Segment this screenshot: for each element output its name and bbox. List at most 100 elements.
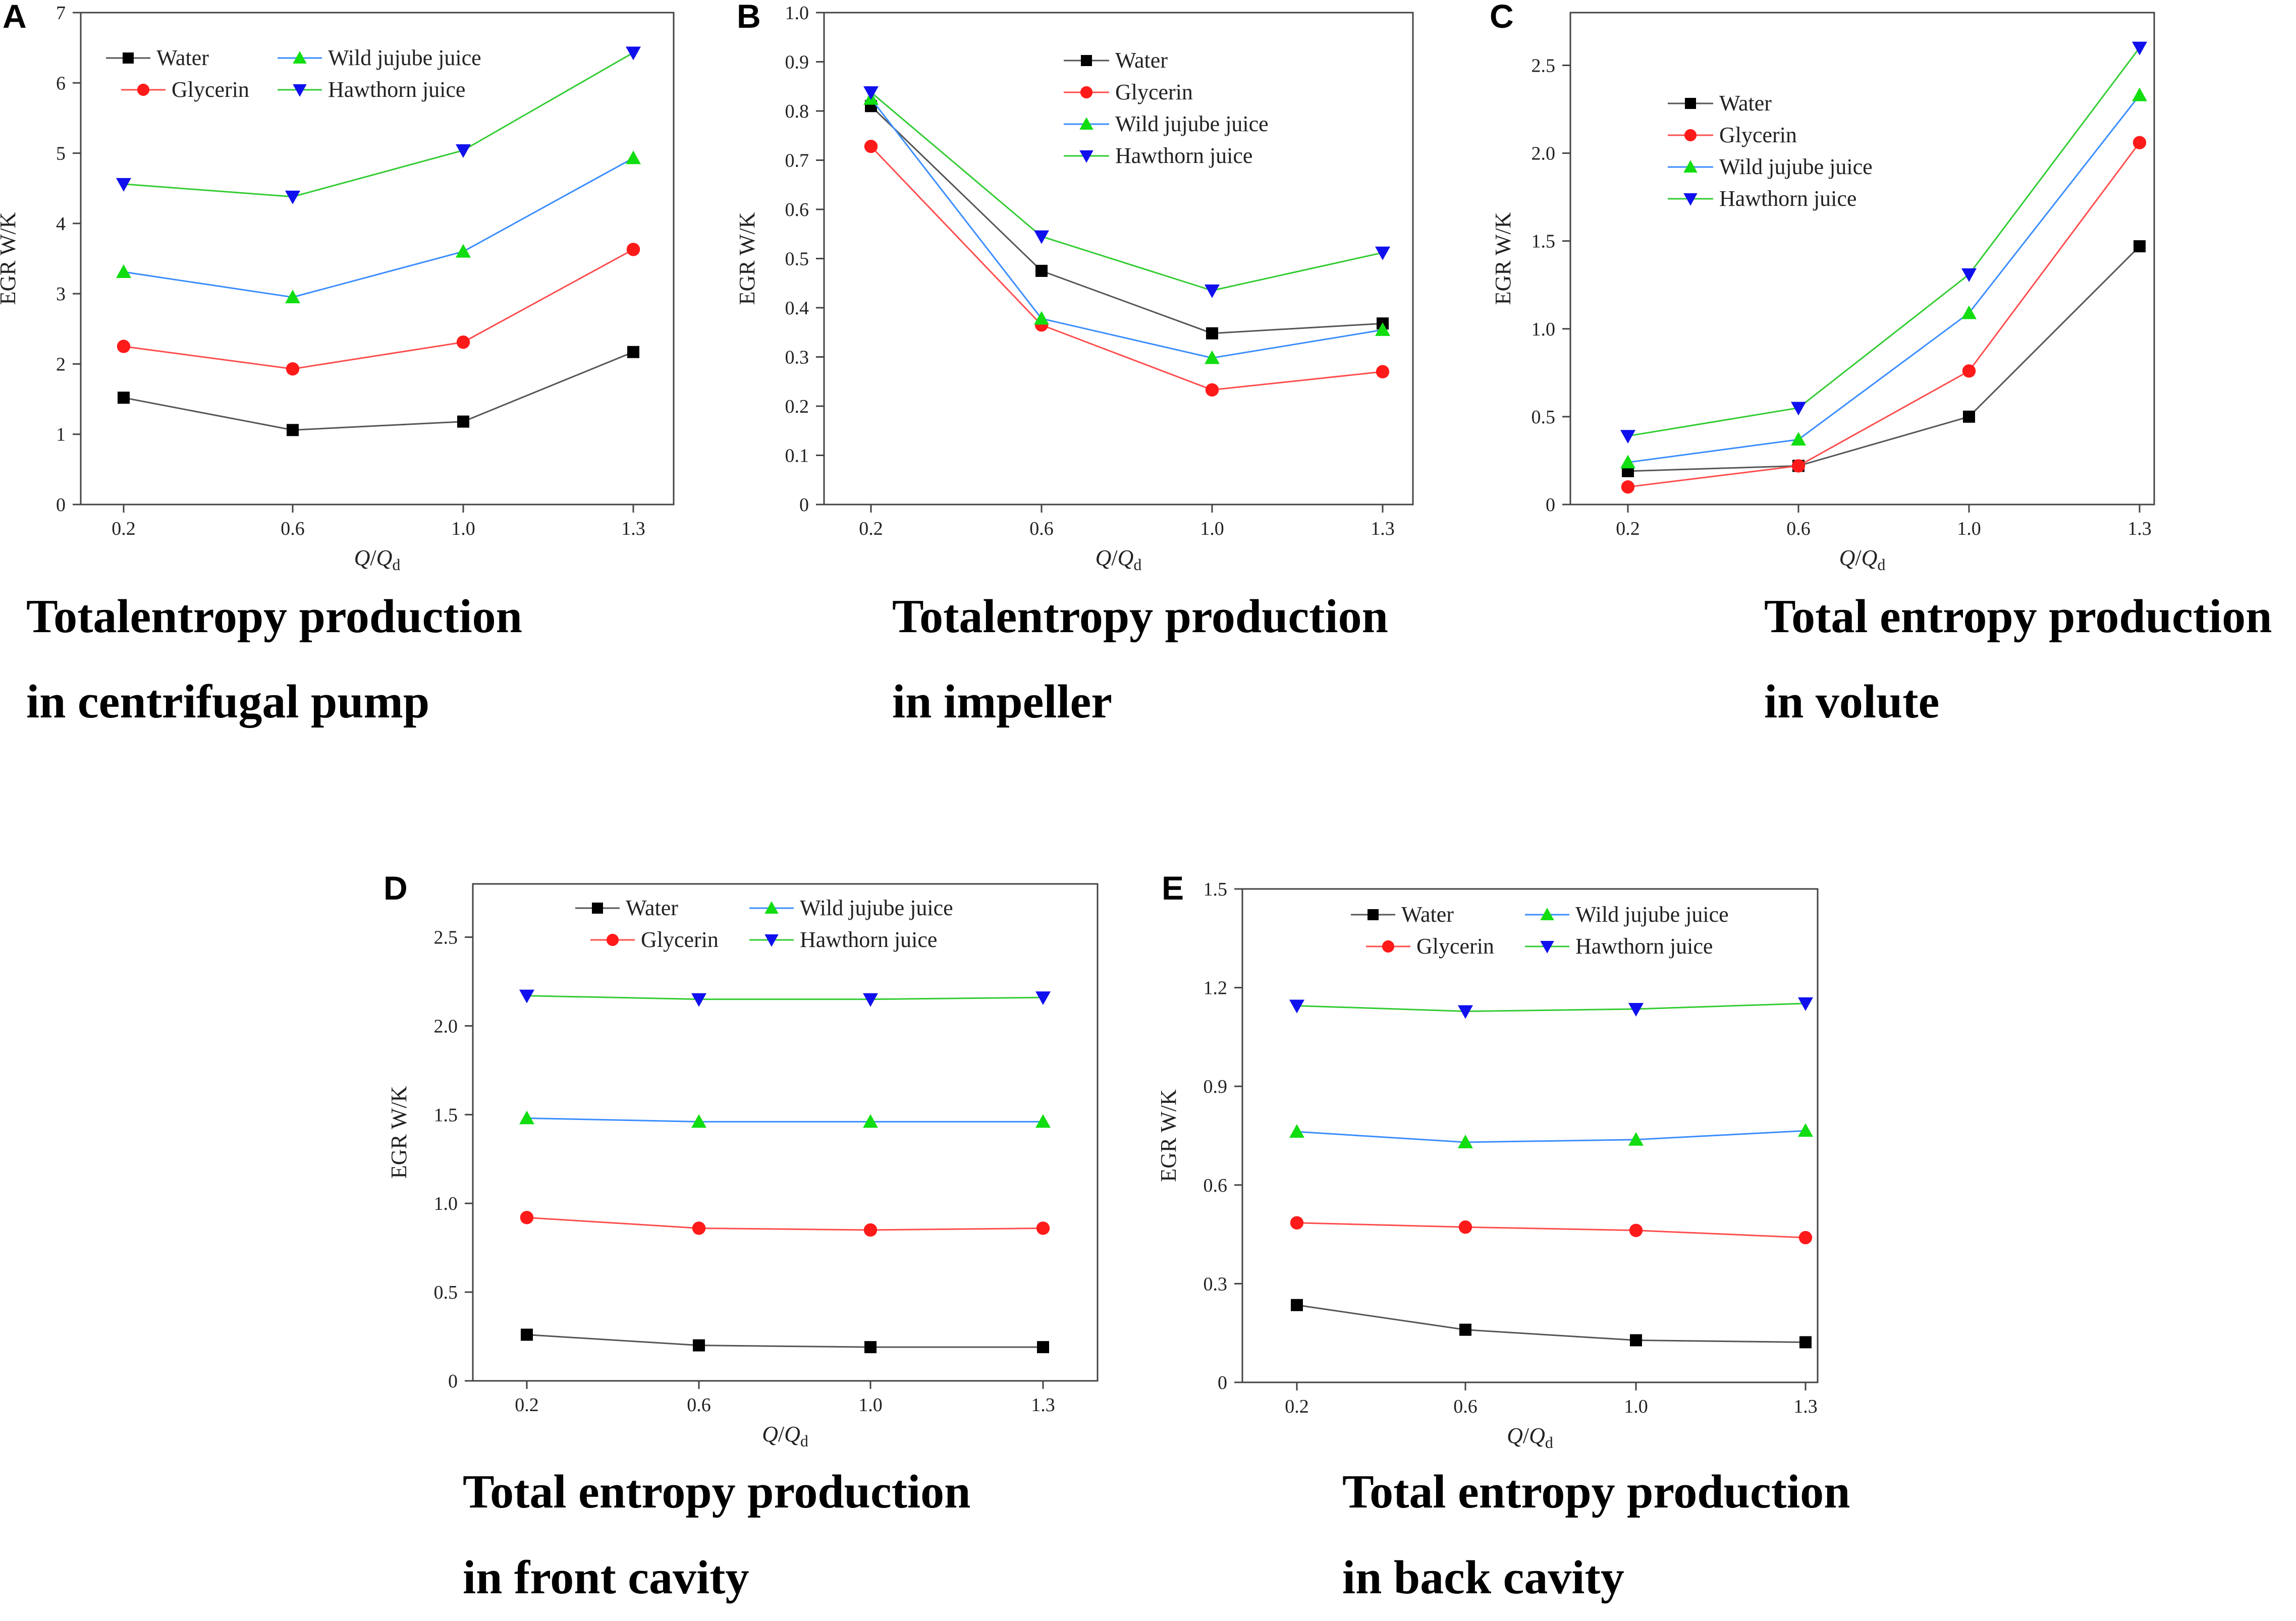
caption-line: in front cavity [463, 1551, 749, 1604]
data-point-wild-jujube-juice [116, 264, 131, 278]
y-tick-label: 1.0 [434, 1193, 458, 1214]
caption-line: in centrifugal pump [26, 676, 429, 728]
data-point-glycerin [1791, 459, 1806, 473]
data-point-glycerin [1290, 1216, 1304, 1229]
series-line-wild-jujube-juice [1296, 1130, 1806, 1143]
legend-marker [1079, 117, 1094, 130]
data-point-hawthorn-juice [116, 178, 131, 192]
legend-marker [1684, 129, 1697, 142]
legend-marker [293, 51, 307, 64]
legend-label: Wild jujube juice [1115, 111, 1269, 136]
data-point-hawthorn-juice [1961, 268, 1977, 282]
x-axis-label: Q/Qd [1096, 545, 1142, 574]
x-tick-label: 0.2 [859, 518, 883, 539]
y-tick-label: 0 [448, 1371, 458, 1392]
data-point-glycerin [286, 362, 300, 376]
y-tick-label: 5 [56, 143, 66, 164]
legend-marker [1683, 193, 1698, 206]
x-axis-label: Q/Qd [1839, 545, 1886, 574]
legend-label: Water [1115, 48, 1168, 73]
legend-marker [1382, 940, 1395, 953]
data-point-glycerin [864, 140, 878, 153]
caption-line: Totalentropy production [26, 590, 522, 643]
panel-letter: D [384, 869, 408, 907]
legend-item-wild-jujube-juice: Wild jujube juice [1525, 902, 1729, 927]
legend-item-water: Water [1064, 48, 1168, 73]
y-tick-label: 0 [56, 494, 66, 516]
legend-item-hawthorn-juice: Hawthorn juice [749, 927, 937, 952]
data-point-wild-jujube-juice [863, 1114, 878, 1128]
data-point-wild-jujube-juice [1620, 455, 1635, 469]
series-line-wild-jujube-juice [870, 98, 1383, 359]
y-tick-label: 0.5 [434, 1282, 458, 1303]
series-line-water [1296, 1304, 1806, 1343]
x-tick-label: 1.0 [451, 518, 475, 539]
caption-line: Total entropy production [1764, 590, 2272, 643]
x-tick-label: 1.0 [858, 1394, 883, 1416]
data-point-glycerin [1458, 1220, 1472, 1234]
data-point-glycerin [1621, 480, 1635, 494]
y-tick-label: 3 [56, 284, 66, 305]
legend-marker [764, 901, 779, 914]
y-axis-label: EGR W/K [1491, 212, 1515, 305]
legend: Water Glycerin Wild jujube juice Hawthorn j… [1668, 91, 1873, 211]
data-point-hawthorn-juice [1628, 1002, 1644, 1017]
y-tick-label: 2.5 [1532, 55, 1556, 76]
y-tick-label: 2.0 [434, 1016, 458, 1037]
plot-frame [1569, 12, 2155, 506]
caption-line: in impeller [892, 676, 1112, 728]
legend-label: Hawthorn juice [1575, 934, 1713, 959]
data-point-glycerin [1629, 1223, 1643, 1237]
x-tick-label: 0.2 [1616, 518, 1640, 539]
data-point-hawthorn-juice [1289, 999, 1304, 1014]
y-tick-label: 1.2 [1204, 978, 1228, 999]
series-line-wild-jujube-juice [1627, 94, 2141, 463]
data-point-wild-jujube-juice [1289, 1124, 1304, 1138]
data-point-wild-jujube-juice [1034, 311, 1049, 325]
y-tick-label: 1 [56, 424, 66, 445]
legend-label: Wild jujube juice [800, 896, 953, 920]
series-line-water [123, 351, 634, 431]
series-line-hawthorn-juice [526, 995, 1044, 1000]
legend-label: Water [1401, 902, 1454, 927]
legend: Water Glycerin Wild jujube juice Hawthorn j… [1351, 902, 1729, 959]
data-point-hawthorn-juice [1375, 246, 1390, 260]
data-point-water [693, 1339, 705, 1352]
data-point-wild-jujube-juice [691, 1114, 706, 1128]
legend-label: Glycerin [1719, 123, 1797, 147]
data-point-water [627, 346, 639, 358]
legend-marker [137, 83, 150, 96]
data-point-wild-jujube-juice [519, 1110, 534, 1125]
y-tick-label: 0.3 [1204, 1273, 1228, 1295]
x-tick-label: 1.0 [1200, 518, 1224, 539]
data-point-water [1459, 1323, 1471, 1336]
legend-item-hawthorn-juice: Hawthorn juice [278, 77, 465, 102]
data-point-water [1035, 264, 1048, 277]
x-tick-label: 1.0 [1957, 518, 1981, 539]
data-point-hawthorn-juice [626, 46, 641, 61]
data-point-wild-jujube-juice [1205, 350, 1220, 364]
data-point-hawthorn-juice [1798, 997, 1813, 1011]
data-point-glycerin [863, 1223, 878, 1237]
series-line-hawthorn-juice [870, 91, 1383, 292]
legend-label: Glycerin [172, 77, 249, 102]
caption-line: Total entropy production [463, 1466, 970, 1518]
data-point-water [2134, 240, 2146, 253]
legend-item-wild-jujube-juice: Wild jujube juice [1668, 154, 1873, 179]
legend-label: Wild jujube juice [328, 45, 481, 70]
legend: Water Glycerin Wild jujube juice Hawthorn j… [106, 45, 481, 102]
panel-letter: B [737, 0, 761, 35]
legend-item-water: Water [575, 896, 678, 920]
legend-item-wild-jujube-juice: Wild jujube juice [749, 896, 953, 920]
y-tick-label: 0.6 [785, 199, 809, 220]
chart-panel-d: D 0 0.5 1.0 1.5 2.0 2.5 0.2 0.6 1.0 1.3 Q/Qd EGR W/K… [384, 869, 1099, 1604]
data-point-hawthorn-juice [1791, 402, 1806, 416]
legend-label: Hawthorn juice [1115, 143, 1252, 168]
y-tick-label: 1.0 [785, 3, 809, 24]
legend-marker [1080, 86, 1093, 99]
y-tick-label: 0.9 [1204, 1076, 1228, 1097]
legend-item-hawthorn-juice: Hawthorn juice [1064, 143, 1252, 168]
legend-label: Glycerin [641, 927, 719, 952]
data-point-wild-jujube-juice [626, 150, 641, 164]
data-point-wild-jujube-juice [2132, 87, 2147, 101]
